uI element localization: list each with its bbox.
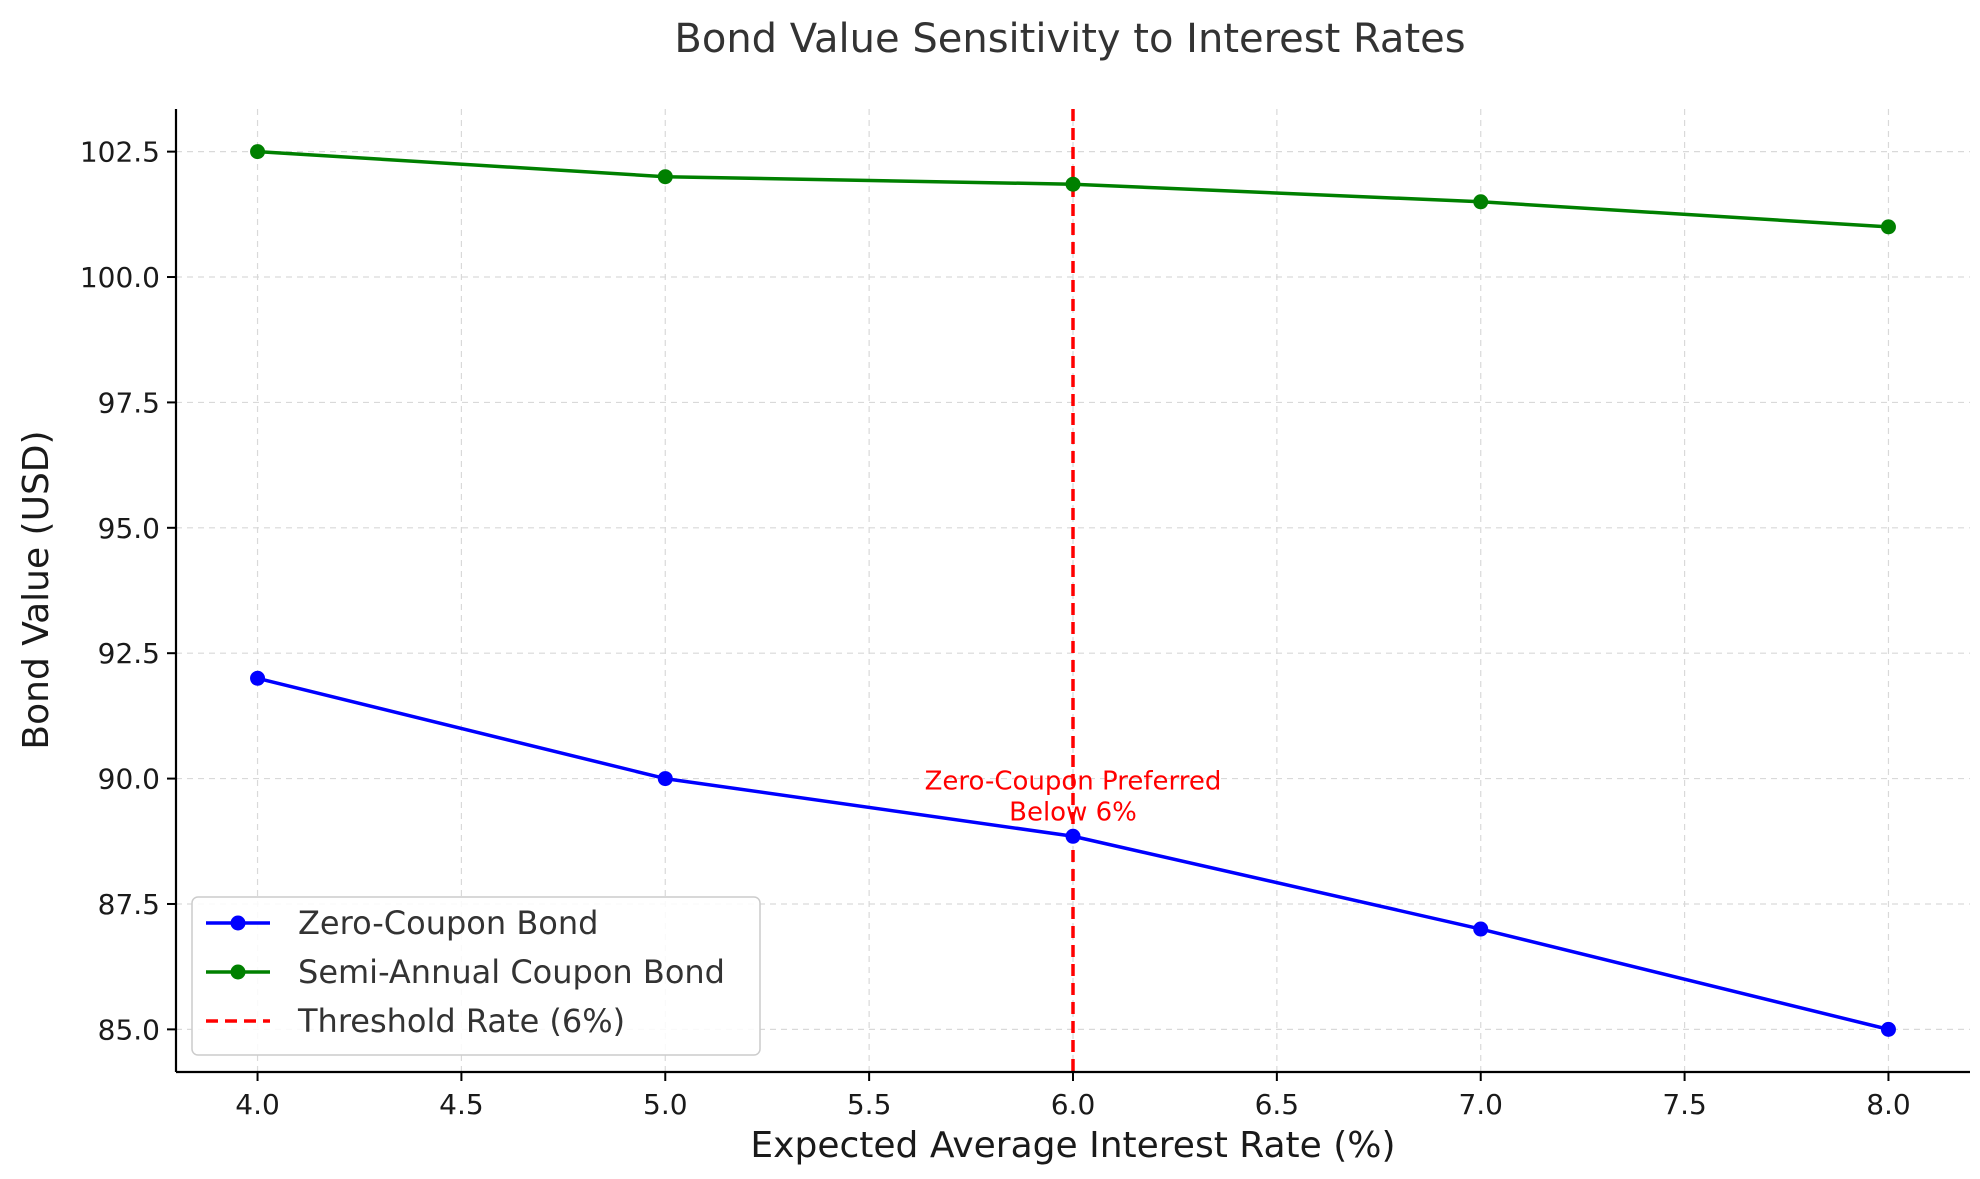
- data-point-zero-coupon-bond: [1880, 1021, 1896, 1037]
- x-tick-label: 5.0: [643, 1088, 688, 1121]
- x-tick-label: 4.5: [439, 1088, 484, 1121]
- data-point-semi-annual-coupon-bond: [1065, 176, 1081, 192]
- y-tick-label: 85.0: [98, 1013, 160, 1046]
- data-point-semi-annual-coupon-bond: [250, 144, 266, 160]
- data-point-zero-coupon-bond: [250, 670, 266, 686]
- legend: Zero-Coupon Bond Semi-Annual Coupon Bond T…: [191, 896, 761, 1056]
- y-tick-label: 87.5: [98, 888, 160, 921]
- y-tick-label: 100.0: [80, 261, 160, 294]
- x-tick-label: 8.0: [1866, 1088, 1911, 1121]
- legend-swatch-marker: [230, 915, 246, 931]
- data-point-zero-coupon-bond: [1065, 828, 1081, 844]
- x-tick-label: 7.5: [1662, 1088, 1707, 1121]
- data-point-semi-annual-coupon-bond: [657, 169, 673, 185]
- legend-entry-label: Zero-Coupon Bond: [298, 904, 598, 942]
- legend-entry-label: Threshold Rate (6%): [297, 1002, 625, 1040]
- x-tick-label: 6.0: [1051, 1088, 1096, 1121]
- annotation-text: Below 6%: [1009, 798, 1137, 828]
- y-tick-label: 92.5: [98, 637, 160, 670]
- annotation-text: Zero-Coupon Preferred: [925, 767, 1222, 797]
- legend-entry-label: Semi-Annual Coupon Bond: [298, 953, 725, 991]
- data-point-semi-annual-coupon-bond: [1473, 194, 1489, 210]
- y-tick-label: 95.0: [98, 512, 160, 545]
- x-tick-label: 4.0: [235, 1088, 280, 1121]
- legend-swatch-marker: [230, 964, 246, 980]
- x-tick-label: 5.5: [847, 1088, 892, 1121]
- y-axis-label: Bond Value (USD): [16, 430, 57, 749]
- data-point-semi-annual-coupon-bond: [1880, 219, 1896, 235]
- legend-frame: [191, 896, 761, 1056]
- x-tick-label: 7.0: [1458, 1088, 1503, 1121]
- ticks-layer: 4.0 4.5 5.0 5.5 6.0 6.5 7.0 7.5 8.0 85.0 87.5 90.0 9…: [80, 136, 1911, 1121]
- x-tick-label: 6.5: [1255, 1088, 1300, 1121]
- y-tick-label: 90.0: [98, 763, 160, 796]
- chart-title: Bond Value Sensitivity to Interest Rates: [674, 16, 1465, 62]
- series-layer: [250, 144, 1896, 1037]
- data-point-zero-coupon-bond: [1473, 921, 1489, 937]
- data-point-zero-coupon-bond: [657, 771, 673, 787]
- y-tick-label: 102.5: [80, 136, 160, 169]
- x-axis-label: Expected Average Interest Rate (%): [750, 1125, 1395, 1166]
- y-tick-label: 97.5: [98, 386, 160, 419]
